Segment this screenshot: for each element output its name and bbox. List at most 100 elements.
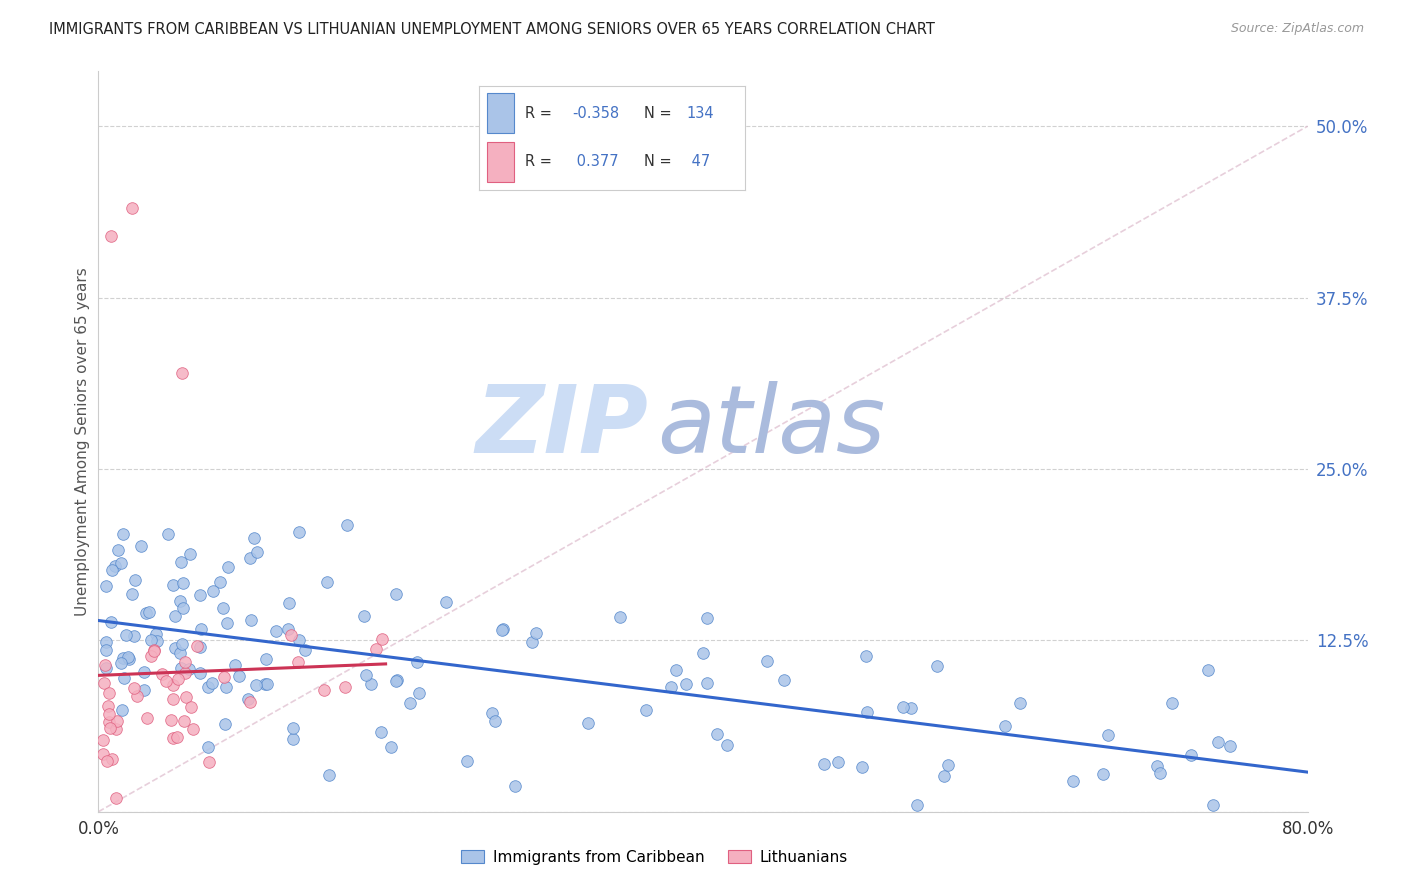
Point — [110, 556, 132, 570]
Point — [104, 791, 127, 805]
Point — [1146, 758, 1168, 772]
Point — [100, 615, 122, 629]
Point — [336, 518, 359, 533]
Point — [107, 542, 129, 557]
Point — [134, 682, 156, 697]
Point — [135, 607, 157, 621]
Point — [217, 559, 239, 574]
Point — [434, 595, 457, 609]
Point — [170, 661, 193, 675]
Point — [236, 692, 259, 706]
Point — [155, 673, 177, 688]
Point — [1161, 696, 1184, 710]
Point — [125, 689, 148, 703]
Point — [405, 655, 427, 669]
Point — [353, 609, 375, 624]
Point — [1097, 728, 1119, 742]
Point — [385, 673, 408, 687]
Point — [1202, 797, 1225, 812]
Point — [170, 555, 193, 569]
Point — [659, 680, 682, 694]
Point — [97, 714, 120, 729]
Point — [131, 539, 153, 553]
Point — [246, 545, 269, 559]
Point — [214, 716, 236, 731]
Point — [94, 634, 117, 648]
Point — [696, 676, 718, 690]
Point — [254, 652, 277, 666]
Point — [675, 677, 697, 691]
Point — [287, 655, 309, 669]
Point — [174, 690, 197, 705]
Point — [380, 740, 402, 755]
Point — [520, 634, 543, 648]
Point — [111, 527, 134, 541]
Text: Source: ZipAtlas.com: Source: ZipAtlas.com — [1230, 22, 1364, 36]
Point — [215, 680, 238, 694]
Point — [408, 686, 430, 700]
Point — [900, 701, 922, 715]
Point — [197, 740, 219, 755]
Point — [134, 665, 156, 680]
Point — [97, 698, 120, 713]
Point — [1197, 663, 1219, 677]
Point — [994, 719, 1017, 733]
Point — [315, 574, 337, 589]
Point — [104, 722, 127, 736]
Point — [294, 642, 316, 657]
Point — [139, 648, 162, 663]
Point — [93, 676, 115, 690]
Point — [190, 622, 212, 636]
Point — [288, 633, 311, 648]
Point — [932, 769, 955, 783]
Point — [264, 624, 287, 638]
Point — [121, 587, 143, 601]
Point — [224, 657, 246, 672]
Point — [214, 669, 236, 683]
Point — [524, 625, 547, 640]
Point — [169, 593, 191, 607]
Point — [162, 731, 184, 745]
Point — [124, 681, 146, 695]
Point — [1149, 765, 1171, 780]
Point — [399, 696, 422, 710]
Y-axis label: Unemployment Among Seniors over 65 years: Unemployment Among Seniors over 65 years — [75, 268, 90, 615]
Point — [100, 228, 122, 243]
Point — [139, 632, 162, 647]
Point — [281, 731, 304, 746]
Point — [170, 366, 193, 380]
Point — [166, 730, 188, 744]
Point — [756, 654, 779, 668]
Point — [481, 706, 503, 720]
Point — [371, 632, 394, 647]
Point — [215, 615, 238, 630]
Point — [101, 563, 124, 577]
Point — [239, 550, 262, 565]
Point — [245, 678, 267, 692]
Point — [385, 674, 408, 689]
Point — [180, 700, 202, 714]
Point — [491, 623, 513, 637]
Point — [208, 574, 231, 589]
Point — [360, 677, 382, 691]
Point — [181, 722, 204, 736]
Point — [239, 695, 262, 709]
Point — [716, 739, 738, 753]
Point — [813, 757, 835, 772]
Point — [243, 531, 266, 545]
Point — [456, 754, 478, 768]
Point — [609, 609, 631, 624]
Point — [905, 797, 928, 812]
Point — [370, 725, 392, 739]
Text: ZIP: ZIP — [475, 381, 648, 473]
Point — [179, 547, 201, 561]
Point — [138, 605, 160, 619]
Point — [664, 664, 686, 678]
Point — [856, 705, 879, 719]
Point — [188, 640, 211, 655]
Point — [1219, 739, 1241, 754]
Point — [105, 714, 128, 728]
Point — [104, 559, 127, 574]
Point — [312, 683, 335, 698]
Point — [118, 652, 141, 666]
